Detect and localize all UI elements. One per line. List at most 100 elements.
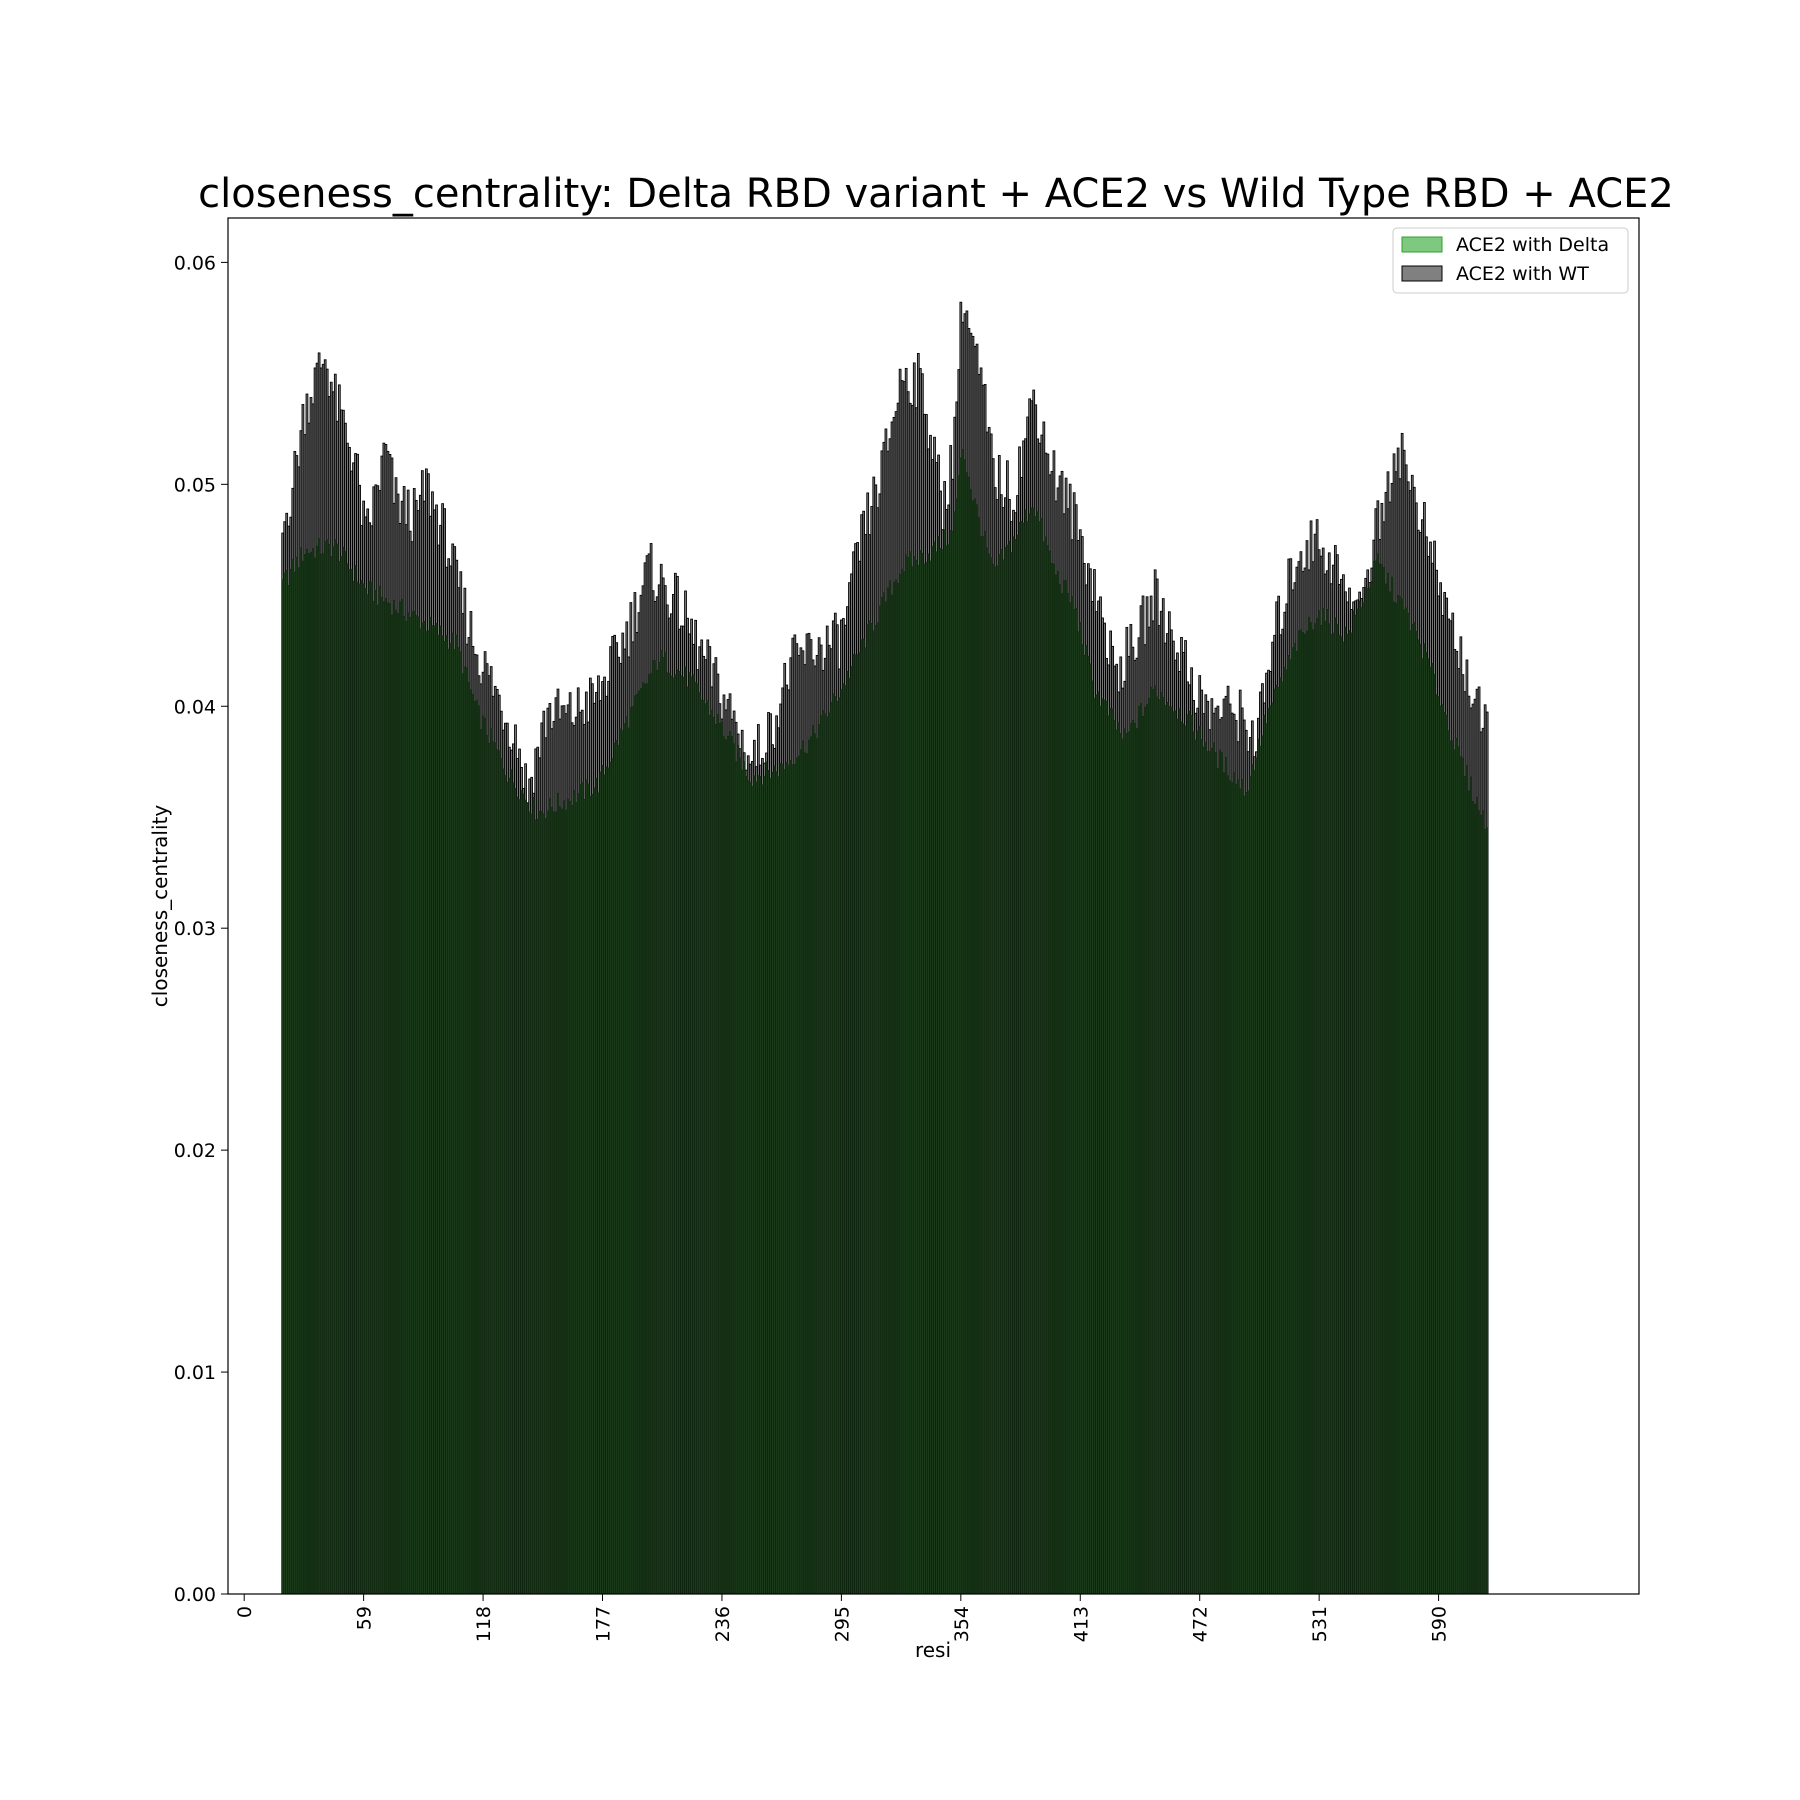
bar-delta-279 (807, 739, 811, 1595)
bar-delta-431 (1115, 729, 1118, 1595)
bar-delta-245 (739, 757, 742, 1595)
bar-delta-353 (957, 475, 960, 1595)
bar-delta-569 (1394, 602, 1398, 1595)
bar-delta-606 (1469, 776, 1473, 1595)
bar-delta-115 (475, 700, 479, 1595)
x-tick-label: 354 (951, 1606, 973, 1642)
bar-delta-434 (1121, 738, 1124, 1595)
bar-delta-22 (287, 585, 290, 1595)
bar-delta-555 (1366, 588, 1369, 1595)
bar-delta-437 (1127, 731, 1130, 1595)
bar-delta-87 (419, 628, 422, 1595)
bar-delta-584 (1425, 651, 1428, 1595)
bar-delta-238 (724, 739, 728, 1595)
bar-delta-138 (522, 793, 525, 1595)
bar-delta-252 (753, 775, 756, 1595)
bar-delta-444 (1141, 715, 1145, 1595)
bar-delta-126 (498, 750, 501, 1595)
bar-delta-254 (757, 775, 760, 1595)
bar-delta-427 (1107, 715, 1110, 1595)
bar-delta-298 (846, 671, 849, 1595)
bar-delta-582 (1421, 658, 1424, 1595)
bar-delta-94 (433, 625, 436, 1595)
bar-delta-70 (384, 598, 388, 1595)
bar-delta-289 (828, 712, 831, 1595)
bar-delta-361 (973, 498, 977, 1595)
bar-delta-274 (797, 755, 800, 1595)
bar-delta-218 (684, 666, 687, 1595)
bar-delta-251 (751, 786, 754, 1595)
bar-delta-209 (666, 672, 669, 1595)
bar-delta-438 (1129, 723, 1132, 1595)
bar-delta-476 (1206, 751, 1209, 1595)
bar-delta-41 (326, 539, 329, 1595)
bar-delta-213 (674, 674, 677, 1595)
bar-delta-277 (803, 752, 807, 1595)
bar-delta-459 (1172, 711, 1175, 1595)
bar-delta-570 (1396, 595, 1400, 1595)
bar-delta-136 (518, 799, 521, 1595)
legend-swatch-delta (1401, 236, 1443, 253)
bar-delta-585 (1427, 658, 1430, 1595)
bar-delta-604 (1465, 765, 1469, 1595)
bar-delta-293 (836, 701, 839, 1595)
bar-delta-503 (1261, 735, 1264, 1595)
bar-delta-198 (643, 683, 647, 1595)
bar-delta-91 (427, 630, 430, 1595)
bar-delta-225 (698, 692, 701, 1595)
bar-delta-592 (1441, 704, 1444, 1595)
bar-delta-142 (530, 813, 533, 1595)
bar-delta-325 (901, 568, 904, 1595)
bar-delta-553 (1362, 602, 1365, 1595)
bar-delta-275 (799, 749, 803, 1595)
bar-delta-583 (1423, 643, 1426, 1595)
bar-delta-383 (1018, 521, 1021, 1595)
bar-delta-327 (905, 554, 908, 1595)
bar-delta-184 (615, 740, 618, 1595)
bar-delta-388 (1028, 513, 1031, 1595)
bar-delta-272 (793, 764, 796, 1595)
bar-delta-412 (1077, 631, 1080, 1595)
bar-delta-276 (801, 740, 805, 1595)
bar-delta-359 (969, 489, 973, 1595)
bar-delta-29 (301, 560, 305, 1595)
bar-delta-323 (896, 583, 900, 1595)
bar-delta-54 (352, 580, 355, 1595)
bar-delta-290 (830, 701, 833, 1595)
bar-delta-125 (496, 749, 499, 1595)
bar-delta-240 (728, 731, 732, 1595)
bar-delta-563 (1382, 567, 1386, 1595)
bar-delta-182 (611, 758, 614, 1595)
bar-delta-105 (455, 634, 458, 1595)
bar-delta-414 (1081, 644, 1084, 1595)
x-tick-label: 413 (1070, 1606, 1092, 1642)
bar-delta-159 (564, 809, 568, 1595)
bar-delta-114 (473, 701, 477, 1595)
bar-delta-61 (366, 594, 369, 1595)
bar-delta-586 (1429, 666, 1432, 1595)
bar-delta-102 (449, 643, 452, 1595)
bar-delta-395 (1042, 541, 1045, 1595)
bar-delta-410 (1073, 609, 1076, 1595)
legend-frame (1392, 227, 1629, 294)
bar-delta-180 (607, 767, 610, 1595)
bar-delta-242 (732, 743, 736, 1595)
bar-delta-237 (722, 736, 726, 1595)
bar-delta-226 (700, 699, 703, 1595)
bar-delta-162 (571, 805, 574, 1595)
bar-delta-201 (649, 672, 653, 1595)
y-tick-label: 0.02 (174, 1140, 216, 1162)
bar-delta-471 (1196, 730, 1199, 1595)
bar-delta-317 (884, 601, 888, 1595)
bar-delta-116 (477, 705, 481, 1595)
bar-delta-382 (1016, 534, 1019, 1595)
bar-delta-98 (441, 635, 444, 1595)
bar-delta-435 (1123, 728, 1126, 1595)
bar-delta-30 (303, 554, 307, 1595)
bar-delta-178 (603, 774, 606, 1595)
bar-delta-43 (330, 556, 333, 1595)
bar-delta-65 (374, 589, 377, 1595)
bar-delta-389 (1030, 507, 1033, 1595)
bar-delta-355 (961, 449, 964, 1595)
bar-delta-26 (295, 556, 298, 1595)
